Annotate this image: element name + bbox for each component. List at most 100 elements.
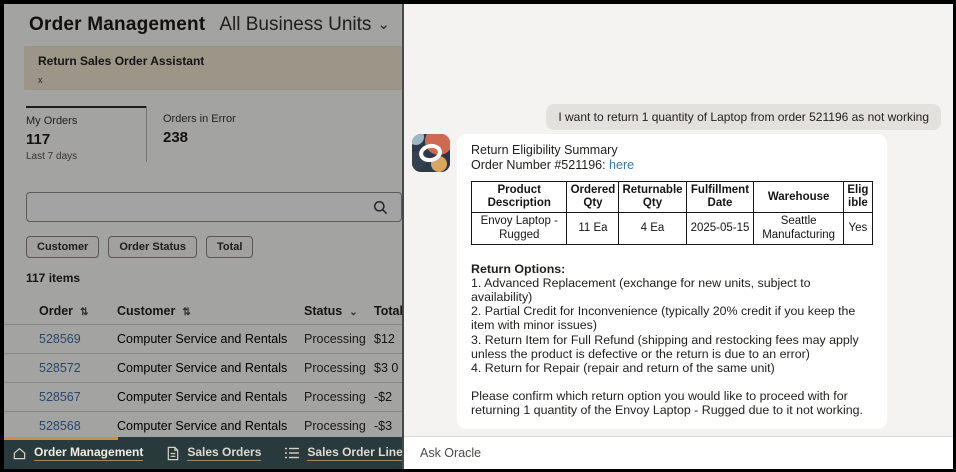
- total-cell: $12: [374, 332, 395, 346]
- td-eligible: Yes: [842, 212, 874, 245]
- chevron-down-icon: ⌄: [377, 16, 390, 33]
- chat-input-bar: [404, 436, 953, 469]
- banner-title: Return Sales Order Assistant: [38, 54, 205, 68]
- orders-search-box[interactable]: [26, 192, 402, 222]
- return-option-3: 3. Return Item for Full Refund (shipping…: [471, 332, 859, 361]
- stat-sub: Last 7 days: [26, 151, 78, 162]
- modal-dim-overlay: [4, 4, 402, 437]
- return-options: Return Options: 1. Advanced Replacement …: [471, 262, 873, 375]
- nav-label: Order Management: [34, 445, 144, 461]
- return-options-title: Return Options:: [471, 261, 566, 276]
- order-number-link[interactable]: 528572: [39, 361, 81, 375]
- order-number-text: Order Number #521196:: [471, 158, 610, 172]
- stat-label: My Orders: [26, 115, 78, 127]
- return-assistant-banner[interactable]: Return Sales Order Assistant x: [24, 46, 402, 90]
- assistant-message: Return Eligibility Summary Order Number …: [412, 134, 941, 430]
- th-ordered-qty: Ordered Qty: [566, 180, 620, 214]
- stats-tabs: My Orders 117 Last 7 days Orders in Erro…: [26, 106, 402, 162]
- assistant-card: Return Eligibility Summary Order Number …: [457, 134, 887, 430]
- search-input[interactable]: [27, 193, 401, 221]
- status-cell: Processing: [304, 390, 366, 404]
- filter-chip-total[interactable]: Total: [205, 236, 254, 258]
- col-header-order[interactable]: Order ⇅: [39, 304, 89, 318]
- order-management-panel: Order Management All Business Units ⌄ Re…: [4, 4, 402, 469]
- business-unit-label: All Business Units: [219, 14, 372, 35]
- ask-oracle-input[interactable]: [404, 437, 953, 469]
- app-window: Order Management All Business Units ⌄ Re…: [4, 4, 953, 469]
- tab-my-orders[interactable]: My Orders 117 Last 7 days: [26, 106, 146, 162]
- td-warehouse: Seattle Manufacturing: [753, 212, 844, 245]
- customer-cell: Computer Service and Rentals: [117, 390, 288, 404]
- assistant-avatar: [412, 134, 450, 172]
- stat-label: Orders in Error: [163, 113, 236, 125]
- sort-icon[interactable]: ⇅: [182, 307, 191, 318]
- orders-table-header: Order ⇅ Customer ⇅ Status ⌄ Total: [4, 298, 402, 324]
- page-title: Order Management: [29, 14, 206, 35]
- tab-orders-in-error[interactable]: Orders in Error 238: [146, 106, 402, 162]
- status-cell: Processing: [304, 361, 366, 375]
- confirm-prompt: Please confirm which return option you w…: [471, 389, 863, 418]
- table-row[interactable]: 528572 Computer Service and Rentals Proc…: [4, 353, 402, 382]
- document-icon: [168, 446, 179, 460]
- td-ordered-qty: 11 Ea: [566, 212, 620, 245]
- eligibility-table: Product Description Ordered Qty Returnab…: [470, 180, 874, 245]
- nav-label: Sales Order Lines: [307, 445, 402, 461]
- items-count: 117 items: [26, 271, 81, 285]
- order-here-link[interactable]: here: [609, 158, 635, 172]
- chat-messages: I want to return 1 quantity of Laptop fr…: [404, 4, 953, 436]
- filter-chip-order-status[interactable]: Order Status: [108, 236, 197, 258]
- th-returnable-qty: Returnable Qty: [618, 180, 687, 214]
- table-row[interactable]: 528567 Computer Service and Rentals Proc…: [4, 382, 402, 411]
- nav-item-sales-order-lines[interactable]: Sales Order Lines: [284, 445, 402, 461]
- list-icon: [285, 447, 300, 459]
- filter-chip-customer[interactable]: Customer: [26, 236, 100, 258]
- return-option-2: 2. Partial Credit for Inconvenience (typ…: [471, 304, 856, 333]
- business-unit-selector[interactable]: All Business Units ⌄: [219, 14, 390, 36]
- status-cell: Processing: [304, 419, 366, 433]
- bottom-navbar: Order Management Sales Orders Sales Orde…: [4, 437, 402, 469]
- eligibility-table-row: Envoy Laptop - Rugged 11 Ea 4 Ea 2025-05…: [470, 212, 874, 245]
- total-cell: -$3: [374, 419, 393, 433]
- customer-cell: Computer Service and Rentals: [117, 332, 288, 346]
- eligibility-table-header: Product Description Ordered Qty Returnab…: [470, 180, 874, 214]
- assistant-chat-panel: I want to return 1 quantity of Laptop fr…: [402, 4, 953, 469]
- sort-icon[interactable]: ⇅: [80, 307, 89, 318]
- table-row[interactable]: 528569 Computer Service and Rentals Proc…: [4, 324, 402, 353]
- page-header: Order Management All Business Units ⌄: [4, 4, 402, 36]
- col-header-customer[interactable]: Customer ⇅: [117, 304, 191, 318]
- order-number-link[interactable]: 528569: [39, 332, 81, 346]
- table-row[interactable]: 528568 Computer Service and Rentals Proc…: [4, 411, 402, 437]
- th-warehouse: Warehouse: [753, 180, 844, 214]
- th-fulfillment-date: Fulfillment Date: [685, 180, 755, 214]
- customer-cell: Computer Service and Rentals: [117, 419, 288, 433]
- status-cell: Processing: [304, 332, 366, 346]
- search-icon[interactable]: [373, 200, 388, 220]
- td-returnable-qty: 4 Ea: [618, 212, 687, 245]
- total-cell: $3 0: [374, 361, 399, 375]
- nav-item-order-management[interactable]: Order Management: [12, 445, 144, 461]
- banner-close-text[interactable]: x: [38, 75, 43, 85]
- assistant-card-title: Return Eligibility Summary: [471, 143, 618, 157]
- return-option-4: 4. Return for Repair (repair and return …: [471, 360, 775, 375]
- home-icon: [13, 447, 26, 459]
- filter-chips: Customer Order Status Total: [26, 236, 402, 258]
- total-cell: -$2: [374, 390, 393, 404]
- td-fulfillment-date: 2025-05-15: [685, 212, 755, 245]
- nav-item-sales-orders[interactable]: Sales Orders: [166, 445, 262, 461]
- order-number-line: Order Number #521196: here: [471, 158, 873, 172]
- col-header-status[interactable]: Status ⌄: [304, 304, 358, 318]
- orders-table: Order ⇅ Customer ⇅ Status ⌄ Total 528569 Co…: [4, 298, 402, 437]
- stat-value: 238: [163, 129, 189, 146]
- order-number-link[interactable]: 528568: [39, 419, 81, 433]
- stat-value: 117: [26, 131, 51, 148]
- chevron-down-icon[interactable]: ⌄: [349, 307, 358, 318]
- th-eligible: Eligible: [842, 180, 874, 214]
- user-message-bubble: I want to return 1 quantity of Laptop fr…: [546, 104, 941, 130]
- td-product-description: Envoy Laptop - Rugged: [470, 212, 568, 245]
- return-option-1: 1. Advanced Replacement (exchange for ne…: [471, 276, 811, 305]
- col-header-total[interactable]: Total: [374, 304, 402, 318]
- nav-label: Sales Orders: [187, 445, 262, 461]
- th-product-description: Product Description: [470, 180, 568, 214]
- order-number-link[interactable]: 528567: [39, 390, 81, 404]
- order-management-content: Order Management All Business Units ⌄ Re…: [4, 4, 402, 437]
